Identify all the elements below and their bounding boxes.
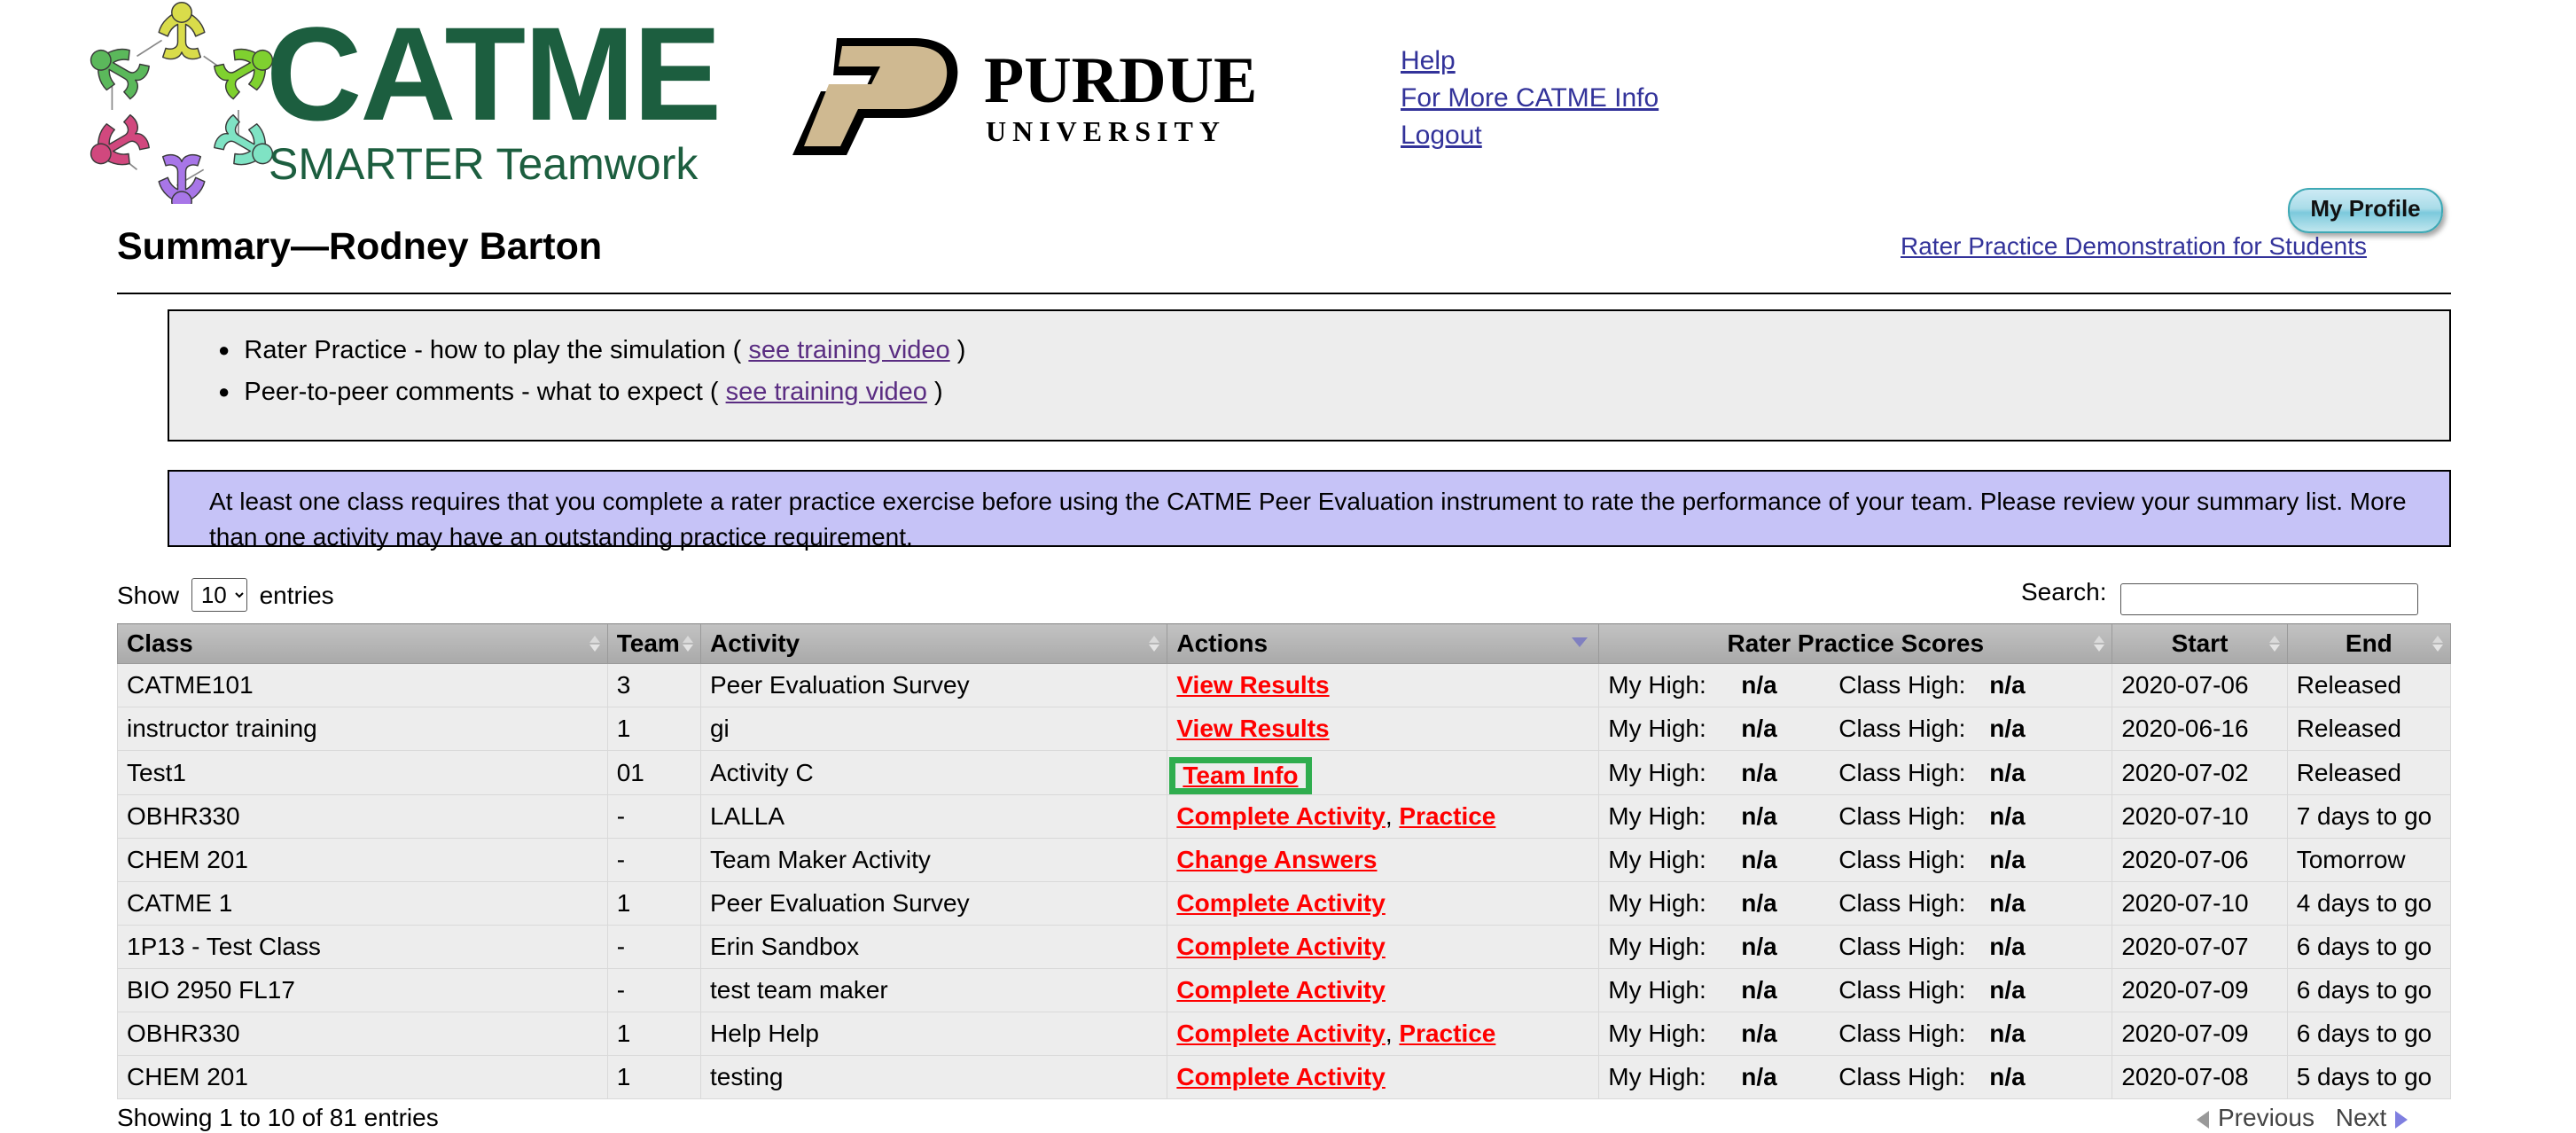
svg-text:PURDUE: PURDUE (984, 44, 1257, 117)
svg-text:UNIVERSITY: UNIVERSITY (986, 115, 1226, 147)
